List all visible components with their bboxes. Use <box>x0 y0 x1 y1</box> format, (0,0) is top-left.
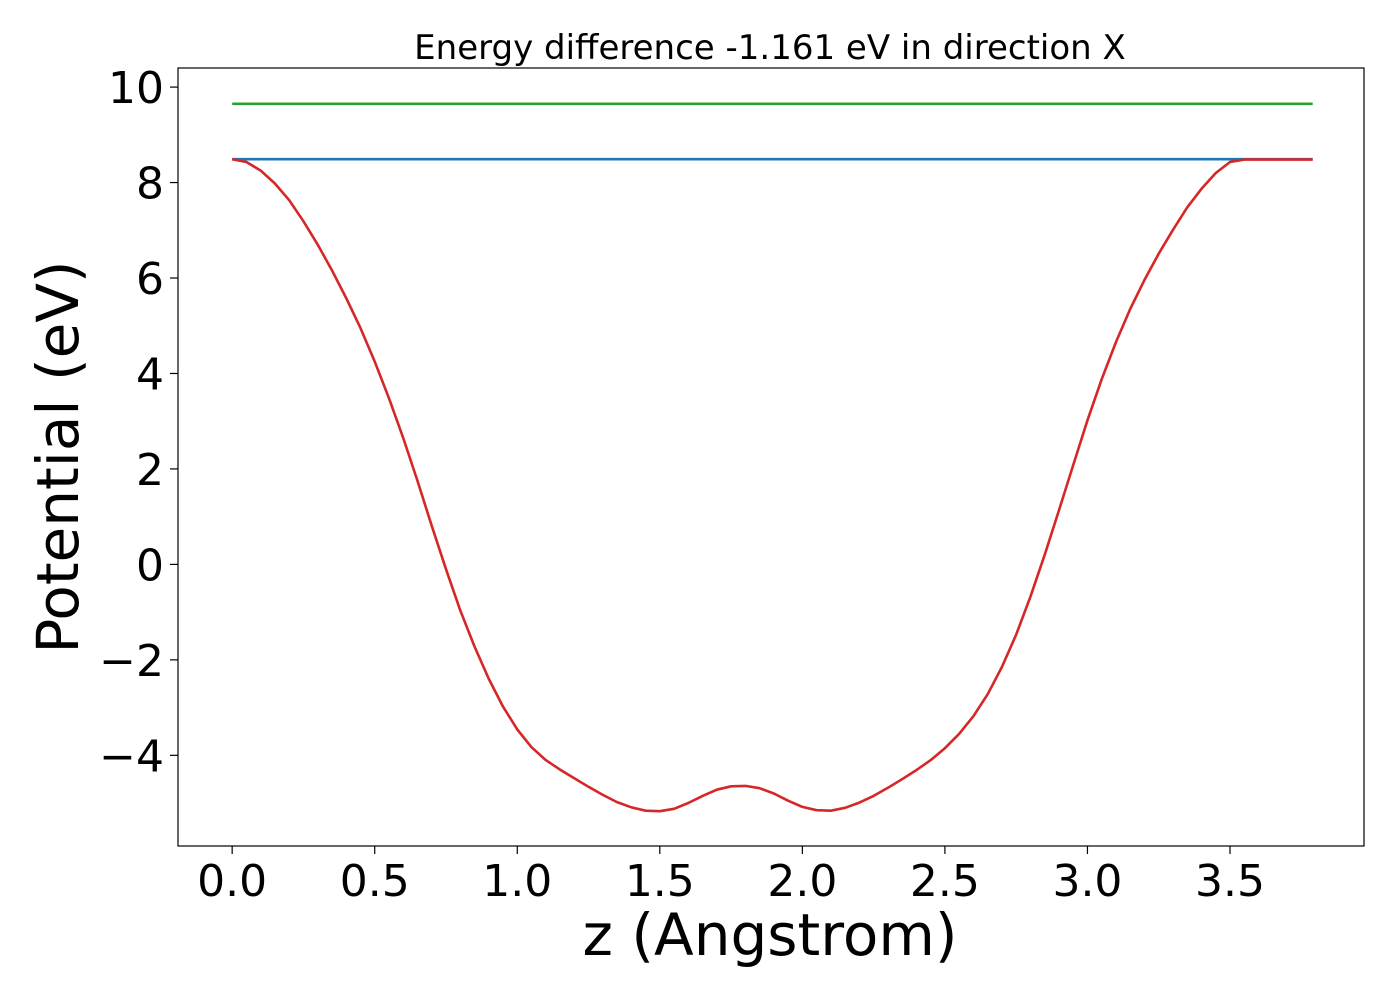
y-axis-label: Potential (eV) <box>24 260 92 653</box>
chart-title: Energy difference -1.161 eV in direction… <box>414 28 1126 68</box>
x-tick-label: 1.0 <box>482 856 552 907</box>
y-tick-label: −4 <box>99 731 164 782</box>
y-tick-label: 8 <box>136 159 164 210</box>
y-axis: −4 −2 0 2 4 6 8 10 <box>99 63 178 782</box>
plot-area <box>231 102 1313 813</box>
x-tick-label: 3.5 <box>1195 856 1265 907</box>
x-axis-label: z (Angstrom) <box>583 901 958 969</box>
plot-frame <box>177 67 1365 847</box>
y-tick-label: 4 <box>136 349 164 400</box>
x-tick-label: 2.5 <box>910 856 980 907</box>
x-tick-label: 2.0 <box>767 856 837 907</box>
y-tick-label: 10 <box>108 63 164 114</box>
series-line-2 <box>231 157 1313 813</box>
x-axis: 0.0 0.5 1.0 1.5 2.0 2.5 3.0 3.5 <box>197 846 1265 907</box>
y-tick-label: 0 <box>136 540 164 591</box>
x-tick-label: 0.0 <box>197 856 267 907</box>
x-tick-label: 0.5 <box>340 856 410 907</box>
x-tick-label: 3.0 <box>1052 856 1122 907</box>
x-tick-label: 1.5 <box>625 856 695 907</box>
y-tick-label: 2 <box>136 445 164 496</box>
y-tick-label: 6 <box>136 254 164 305</box>
y-tick-label: −2 <box>99 636 164 687</box>
